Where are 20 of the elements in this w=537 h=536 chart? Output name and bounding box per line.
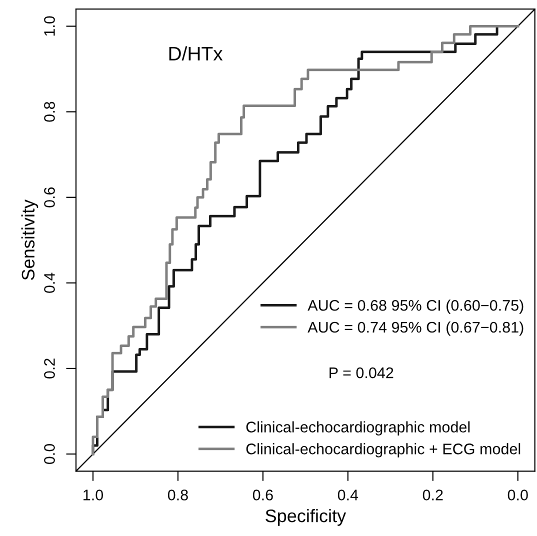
y-tick-label: 0.8: [44, 102, 55, 122]
legend-label: Clinical-echocardiographic + ECG model: [246, 443, 520, 458]
x-tick-label: 0.4: [338, 490, 358, 500]
x-axis-title: Specificity: [266, 508, 346, 526]
annotation: AUC = 0.74 95% CI (0.67−0.81): [308, 321, 524, 336]
annotation: P = 0.042: [330, 367, 394, 378]
y-tick-label: 0.0: [44, 444, 55, 464]
y-tick-label: 1.0: [44, 16, 55, 36]
x-tick-label: 0.6: [252, 490, 273, 500]
x-tick-label: 0.0: [508, 490, 528, 500]
text: D/HTx: [169, 46, 223, 61]
y-tick-label: 0.2: [44, 358, 55, 378]
x-tick-label: 0.2: [422, 490, 443, 500]
x-tick-label: 1.0: [84, 490, 104, 500]
y-axis-title: Sensitivity: [21, 200, 38, 280]
annotation: AUC = 0.68 95% CI (0.60−0.75): [308, 300, 524, 314]
legend-label: Clinical-echocardiographic model: [246, 421, 470, 436]
y-tick-label: 0.4: [44, 272, 55, 293]
x-tick-label: 0.8: [168, 490, 188, 500]
y-tick-label: 0.6: [44, 187, 55, 208]
